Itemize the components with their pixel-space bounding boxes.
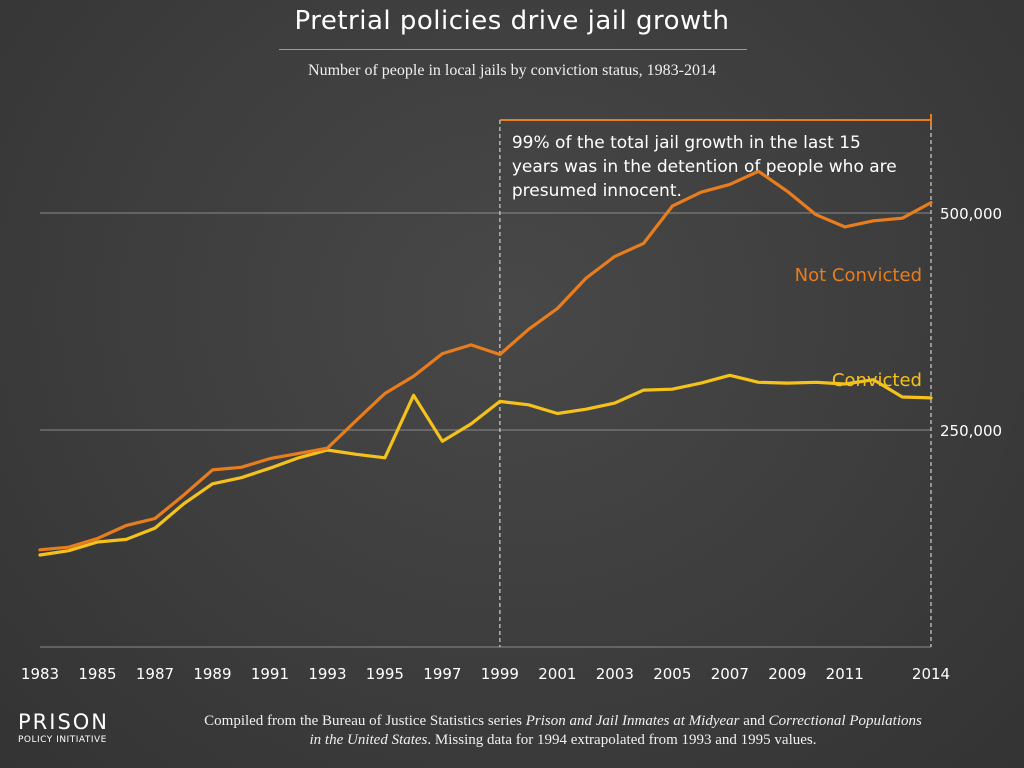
x-tick-label: 2014 (912, 665, 950, 683)
source-italic-2: Correctional Populations (768, 713, 922, 729)
x-tick-label: 2007 (711, 665, 749, 683)
x-tick-label: 1995 (366, 665, 404, 683)
series-lines (38, 169, 933, 557)
annotation-text: 99% of the total jail growth in the last… (512, 133, 897, 201)
series-label-not-convicted: Not Convicted (795, 265, 922, 286)
annotation-group: 99% of the total jail growth in the last… (499, 114, 932, 647)
logo-main-text: PRISON (18, 710, 110, 734)
x-tick-label: 1987 (136, 665, 174, 683)
chart-subtitle: Number of people in local jails by convi… (308, 62, 716, 79)
series-labels: Not Convicted Convicted (795, 265, 922, 391)
prison-policy-initiative-logo: PRISON POLICY INITIATIVE (18, 710, 109, 745)
source-prefix: Compiled from the Bureau of Justice Stat… (204, 713, 526, 729)
annotation-text-line: presumed innocent. (512, 181, 682, 201)
y-tick-label: 500,000 (940, 205, 1002, 223)
source-italic-3: in the United States (309, 732, 428, 748)
x-tick-label: 1983 (21, 665, 59, 683)
series-label-convicted: Convicted (832, 370, 922, 391)
x-tick-label: 1997 (423, 665, 461, 683)
x-tick-label: 1993 (308, 665, 346, 683)
y-tick-label: 250,000 (940, 422, 1002, 440)
x-axis-tick-labels: 1983 1985 1987 1989 1991 1993 1995 1997 1999 2001… (21, 665, 950, 683)
logo-sub-text: POLICY INITIATIVE (18, 735, 107, 745)
source-suffix: . Missing data for 1994 extrapolated fro… (427, 732, 817, 748)
y-axis-tick-labels: 250,000 500,000 (940, 205, 1002, 440)
title-divider (279, 49, 747, 50)
chart-title: Pretrial policies drive jail growth (294, 6, 730, 36)
source-mid: and (739, 713, 769, 729)
source-note: Compiled from the Bureau of Justice Stat… (128, 712, 998, 750)
line-chart: 99% of the total jail growth in the last… (21, 114, 1002, 683)
x-tick-label: 2011 (826, 665, 864, 683)
annotation-text-line: 99% of the total jail growth in the last… (512, 133, 861, 153)
x-tick-label: 2009 (768, 665, 806, 683)
x-tick-label: 1985 (78, 665, 116, 683)
source-italic-1: Prison and Jail Inmates at Midyear (525, 713, 740, 729)
x-tick-label: 2005 (653, 665, 691, 683)
series-line-convicted (38, 373, 933, 557)
annotation-text-line: years was in the detention of people who… (512, 157, 897, 177)
x-tick-label: 2003 (596, 665, 634, 683)
gridlines (40, 212, 931, 648)
x-tick-label: 2001 (538, 665, 576, 683)
x-tick-label: 1999 (481, 665, 519, 683)
x-tick-label: 1989 (193, 665, 231, 683)
series-line-not-convicted (38, 169, 933, 552)
x-tick-label: 1991 (251, 665, 289, 683)
